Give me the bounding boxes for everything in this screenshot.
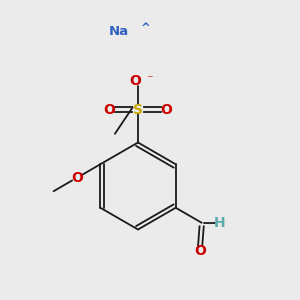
Text: ^: ^	[141, 22, 150, 35]
Text: Na: Na	[109, 25, 129, 38]
Text: ⁻: ⁻	[146, 73, 153, 86]
Text: O: O	[194, 244, 206, 258]
Text: H: H	[214, 216, 226, 230]
Text: O: O	[160, 103, 172, 116]
Text: O: O	[130, 74, 142, 88]
Text: O: O	[71, 171, 83, 185]
Text: S: S	[133, 103, 143, 116]
Text: O: O	[103, 103, 116, 116]
